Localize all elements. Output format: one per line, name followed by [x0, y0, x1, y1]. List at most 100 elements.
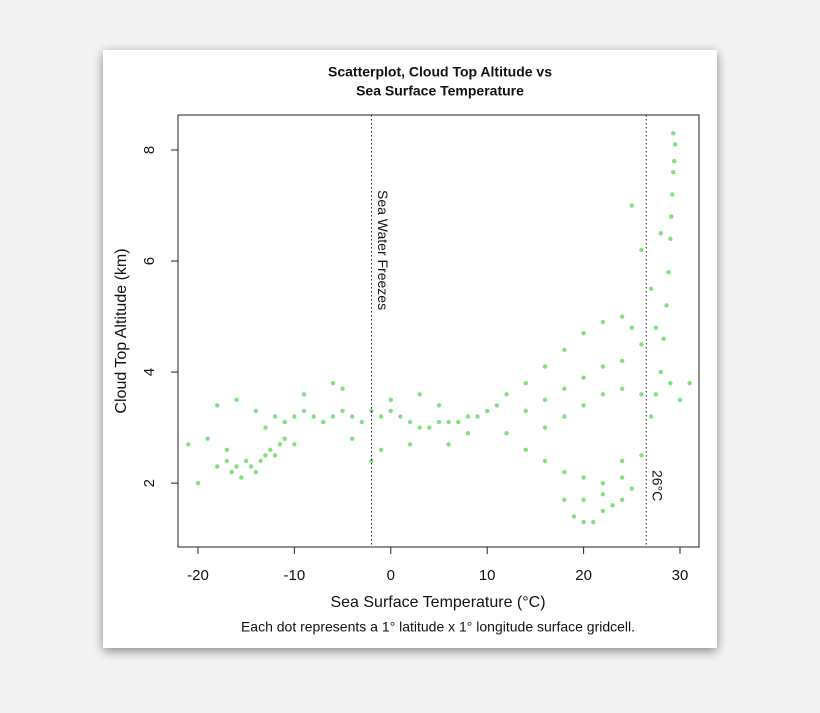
- point: [215, 403, 220, 408]
- point: [272, 414, 278, 419]
- point: [562, 497, 567, 503]
- point: [523, 447, 528, 453]
- point: [504, 430, 509, 436]
- reference-label: 26°C: [650, 470, 666, 501]
- point: [436, 403, 442, 408]
- point: [600, 364, 606, 369]
- point: [282, 436, 287, 441]
- point: [581, 375, 586, 380]
- point: [407, 419, 413, 425]
- point: [581, 519, 586, 525]
- point: [648, 286, 654, 291]
- point: [253, 408, 259, 414]
- point: [562, 386, 567, 391]
- point: [629, 486, 635, 491]
- point: [672, 158, 677, 164]
- plot-frame: [177, 114, 700, 548]
- point: [671, 169, 676, 175]
- point: [340, 408, 345, 414]
- point: [272, 453, 278, 458]
- point: [658, 369, 663, 375]
- point: [248, 464, 254, 469]
- point: [619, 458, 625, 464]
- point: [205, 436, 210, 441]
- x-tick-label: 30: [672, 567, 689, 584]
- point: [669, 214, 674, 219]
- point: [668, 380, 673, 386]
- point: [562, 347, 567, 353]
- point: [277, 442, 283, 447]
- chart-title: Scatterplot, Cloud Top Altitude vs: [328, 64, 552, 80]
- x-tick-label: 20: [575, 567, 592, 584]
- reference-label: Sea Water Freezes: [375, 190, 391, 310]
- x-tick-label: 10: [479, 567, 496, 584]
- point: [653, 325, 659, 330]
- point: [600, 492, 606, 497]
- point: [581, 331, 586, 336]
- point: [263, 425, 268, 430]
- point: [292, 414, 297, 419]
- point: [670, 192, 675, 197]
- point: [436, 419, 442, 425]
- point: [629, 325, 635, 330]
- point: [619, 475, 625, 480]
- point: [417, 392, 422, 397]
- point: [350, 436, 355, 441]
- point: [619, 497, 625, 503]
- point: [301, 392, 307, 397]
- point: [562, 469, 567, 475]
- point: [581, 497, 586, 503]
- point: [668, 236, 673, 242]
- point: [215, 464, 220, 469]
- x-tick-label: -10: [284, 567, 306, 584]
- point: [666, 269, 671, 275]
- point: [639, 247, 644, 253]
- y-tick-label: 2: [141, 479, 158, 487]
- point: [484, 408, 490, 414]
- point: [600, 508, 606, 514]
- point: [369, 408, 374, 414]
- point: [186, 442, 191, 447]
- point: [542, 364, 548, 369]
- point: [562, 414, 567, 419]
- point: [639, 392, 644, 397]
- point: [653, 392, 659, 397]
- point: [658, 231, 663, 236]
- point: [388, 397, 393, 403]
- x-tick-label: -20: [187, 567, 209, 584]
- point: [648, 414, 654, 419]
- point: [292, 442, 297, 447]
- point: [234, 397, 239, 403]
- caption: Each dot represents a 1° latitude x 1° l…: [241, 619, 635, 635]
- point: [677, 397, 683, 403]
- point: [504, 392, 509, 397]
- point: [239, 475, 244, 480]
- point: [619, 358, 625, 364]
- point: [350, 414, 355, 419]
- point: [523, 380, 528, 386]
- y-tick-label: 4: [141, 368, 158, 376]
- point: [243, 458, 249, 464]
- point: [610, 503, 615, 508]
- point: [465, 414, 471, 419]
- x-axis-label: Sea Surface Temperature (°C): [330, 594, 545, 611]
- point: [417, 425, 422, 430]
- point: [542, 458, 548, 464]
- point: [661, 336, 666, 341]
- point: [542, 397, 548, 403]
- point: [330, 380, 336, 386]
- point: [672, 142, 678, 147]
- point: [398, 414, 403, 419]
- point: [282, 419, 287, 425]
- point: [664, 303, 669, 308]
- y-tick-label: 8: [141, 146, 158, 154]
- card: [103, 50, 717, 648]
- point: [407, 442, 413, 447]
- point: [571, 514, 577, 519]
- point: [195, 480, 201, 486]
- point: [629, 203, 635, 208]
- point: [258, 458, 263, 464]
- point: [446, 419, 451, 425]
